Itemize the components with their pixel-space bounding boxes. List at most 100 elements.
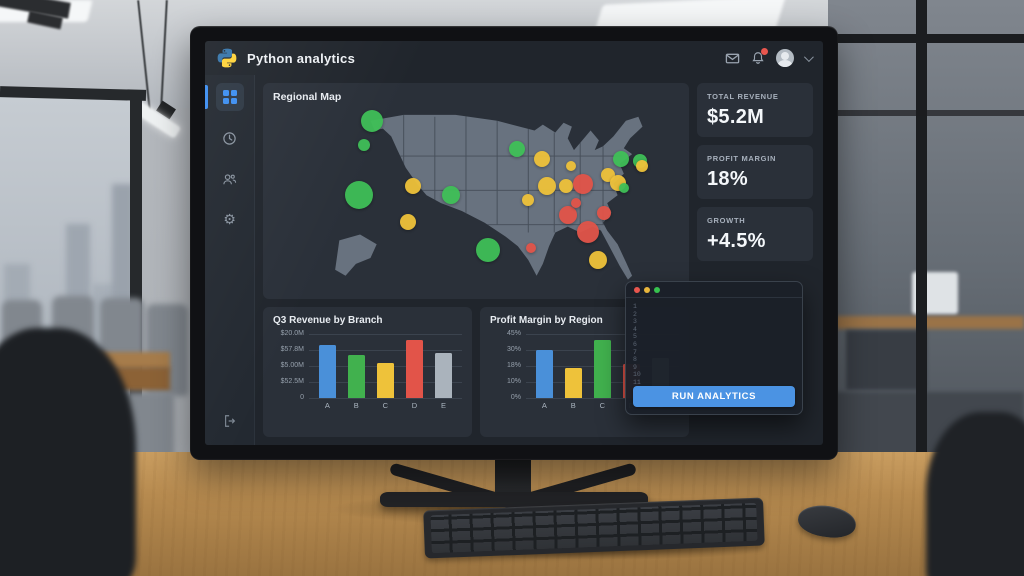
- ytick-label: 10%: [506, 378, 521, 385]
- clock-icon: [223, 131, 236, 145]
- xtick-label: B: [570, 401, 576, 410]
- usa-map: [335, 114, 643, 280]
- monitor-stand-base: [380, 492, 648, 507]
- map-dot-green: [344, 180, 373, 209]
- map-dot-red: [526, 243, 537, 254]
- background-desk: [836, 316, 1024, 329]
- active-indicator: [205, 85, 208, 109]
- stat-card-profit-margin: PROFIT MARGIN 18%: [697, 145, 813, 199]
- map-dot-yellow: [636, 160, 649, 173]
- app-title: Python analytics: [247, 50, 356, 66]
- bar-C: [594, 339, 611, 398]
- python-logo-icon: [217, 48, 237, 68]
- foreground-chair-right: [926, 412, 1024, 576]
- terminal-titlebar[interactable]: [626, 282, 802, 298]
- stat-value: 18%: [707, 168, 748, 190]
- sidebar-item-history[interactable]: [216, 124, 244, 152]
- logout-icon: [224, 415, 235, 427]
- stat-value: $5.2M: [707, 106, 765, 128]
- dashboard-main: Regional Map: [255, 75, 823, 445]
- glass-frame: [828, 34, 1024, 43]
- ytick-label: $5.00M: [280, 362, 304, 369]
- bar-E: [435, 353, 452, 398]
- glass-frame: [916, 0, 927, 472]
- line-number: 10: [633, 371, 641, 379]
- stat-card-total-revenue: TOTAL REVENUE $5.2M: [697, 83, 813, 137]
- map-dot-red: [559, 205, 578, 224]
- notification-badge: [761, 48, 768, 55]
- stats-column: TOTAL REVENUE $5.2M PROFIT MARGIN 18% GR…: [697, 83, 813, 299]
- dashboard-body: ⚙ Regional Map: [205, 75, 823, 445]
- line-number: 7: [633, 348, 637, 356]
- chart-q3-revenue-by-branch: Q3 Revenue by Branch $20.0M $57.8M $5.00M $…: [263, 307, 472, 437]
- bars-row: [309, 334, 462, 398]
- xtick-label: D: [411, 401, 418, 410]
- ytick-label: $20.0M: [280, 330, 304, 337]
- ytick-label: 0: [300, 394, 304, 401]
- foreground-chair-left: [0, 328, 136, 576]
- gridline: $57.8M: [281, 346, 462, 353]
- gridline: $20.0M: [281, 330, 462, 337]
- plot-area: $20.0M $57.8M $5.00M $52.5M 0: [281, 330, 462, 401]
- ytick-label: 18%: [506, 362, 521, 369]
- glass-frame: [828, 110, 1024, 116]
- x-axis-labels: A B C D E: [309, 401, 462, 410]
- sidebar-item-settings[interactable]: ⚙: [216, 206, 244, 234]
- map-dot-green: [441, 185, 460, 204]
- stat-card-growth: GROWTH +4.5%: [697, 207, 813, 261]
- dashboard-screen: Python analytics: [205, 41, 823, 445]
- map-panel-title: Regional Map: [273, 91, 342, 103]
- map-dot-green: [613, 150, 630, 167]
- sidebar: ⚙: [205, 75, 255, 445]
- bar-C: [377, 362, 394, 398]
- line-number: 4: [633, 325, 637, 333]
- map-dot-yellow: [538, 177, 557, 196]
- close-button[interactable]: [634, 286, 640, 293]
- chart-title: Profit Margin by Region: [490, 315, 603, 326]
- alaska: [335, 234, 377, 276]
- zoom-button[interactable]: [654, 286, 660, 293]
- dashboard-header: Python analytics: [205, 41, 823, 75]
- minimize-button[interactable]: [644, 286, 650, 293]
- line-number: 9: [633, 363, 637, 371]
- stat-label: TOTAL REVENUE: [707, 92, 779, 101]
- sidebar-item-dashboard[interactable]: [215, 83, 244, 111]
- bar-A: [319, 344, 336, 398]
- map-dot-red: [576, 221, 599, 244]
- map-dot-red: [597, 205, 612, 220]
- chart-title: Q3 Revenue by Branch: [273, 315, 383, 326]
- map-dot-yellow: [589, 250, 608, 269]
- regional-map-panel: Regional Map: [263, 83, 689, 299]
- stat-label: GROWTH: [707, 216, 746, 225]
- sidebar-item-logout[interactable]: [216, 407, 244, 435]
- settings-gear-icon: ⚙: [223, 212, 236, 228]
- bell-icon[interactable]: [750, 48, 768, 66]
- monitor-stand-neck: [495, 454, 531, 496]
- map-dot-green: [475, 237, 500, 262]
- line-number: 1: [633, 303, 637, 310]
- xtick-label: A: [324, 401, 330, 410]
- run-analytics-button[interactable]: RUN ANALYTICS: [633, 386, 795, 407]
- background-cabinet: [846, 330, 926, 390]
- mail-icon[interactable]: [724, 50, 740, 66]
- terminal-window[interactable]: 1 2 3 4 5 6 7 8 9 10 11 RUN ANALYTICS: [625, 281, 803, 415]
- xtick-label: E: [441, 401, 447, 410]
- keyboard-keys: [430, 502, 758, 554]
- sidebar-item-users[interactable]: [216, 165, 244, 193]
- ytick-label: $52.5M: [280, 378, 304, 385]
- users-icon: [223, 173, 237, 184]
- map-dot-green: [361, 110, 384, 133]
- line-number: 2: [633, 310, 637, 318]
- ytick-label: 45%: [506, 330, 521, 337]
- line-number: 5: [633, 333, 637, 341]
- map-dot-red: [573, 174, 594, 195]
- bar-D: [406, 339, 423, 398]
- map-dot-green: [619, 182, 630, 193]
- chevron-down-icon[interactable]: [803, 51, 814, 62]
- map-dot-yellow: [405, 178, 422, 195]
- avatar[interactable]: [776, 49, 794, 67]
- line-number: 6: [633, 340, 637, 348]
- stat-label: PROFIT MARGIN: [707, 154, 777, 163]
- bar-A: [536, 349, 553, 398]
- line-number: 3: [633, 318, 637, 326]
